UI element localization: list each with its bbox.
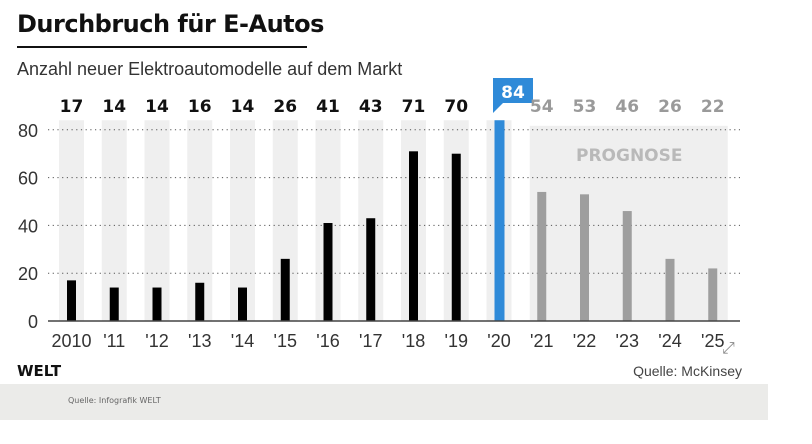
bar bbox=[494, 120, 505, 322]
x-tick-label: '13 bbox=[188, 331, 211, 351]
x-tick-label: '12 bbox=[145, 331, 168, 351]
x-tick-label: '20 bbox=[487, 331, 510, 351]
x-tick-label: '11 bbox=[103, 331, 125, 351]
forecast-label: PROGNOSE bbox=[576, 146, 683, 166]
welt-logo: WELT bbox=[17, 362, 62, 380]
bar bbox=[537, 191, 547, 321]
data-label: 14 bbox=[231, 97, 255, 117]
data-label: 14 bbox=[102, 97, 126, 117]
bar bbox=[580, 194, 589, 321]
x-tick-label: '23 bbox=[616, 331, 639, 351]
highlight-flag bbox=[493, 78, 533, 113]
footer-bar: Quelle: Infografik WELT bbox=[0, 384, 768, 420]
bar bbox=[366, 218, 376, 321]
x-tick-label: '24 bbox=[658, 331, 681, 351]
chart-subtitle: Anzahl neuer Elektroautomodelle auf dem … bbox=[17, 59, 403, 79]
data-label: 46 bbox=[615, 97, 639, 117]
bar bbox=[665, 258, 675, 321]
bar bbox=[238, 287, 247, 321]
data-label: 22 bbox=[701, 97, 725, 117]
x-tick-label: '25 bbox=[701, 331, 724, 351]
x-tick-label: '18 bbox=[402, 331, 425, 351]
bar bbox=[152, 287, 162, 321]
data-label: 71 bbox=[402, 97, 426, 117]
data-label: 14 bbox=[145, 97, 169, 117]
data-label: 54 bbox=[530, 97, 554, 117]
y-tick-label: 80 bbox=[18, 121, 38, 141]
bar bbox=[451, 153, 461, 321]
x-tick-label: '15 bbox=[274, 331, 297, 351]
data-label: 16 bbox=[188, 97, 212, 117]
x-tick-label: '16 bbox=[316, 331, 339, 351]
bar bbox=[323, 223, 333, 321]
title-underline bbox=[17, 46, 307, 48]
x-tick-label: '21 bbox=[530, 331, 553, 351]
y-tick-label: 60 bbox=[18, 169, 38, 189]
y-tick-label: 0 bbox=[28, 312, 38, 332]
x-tick-label: '14 bbox=[231, 331, 254, 351]
bar bbox=[280, 258, 290, 321]
bar bbox=[67, 280, 76, 321]
bar bbox=[622, 211, 632, 321]
y-tick-label: 20 bbox=[18, 264, 38, 284]
data-label: 26 bbox=[658, 97, 682, 117]
data-label: 70 bbox=[444, 97, 468, 117]
data-label: 43 bbox=[359, 97, 383, 117]
chart-title: Durchbruch für E-Autos bbox=[17, 10, 324, 38]
x-tick-label: '19 bbox=[445, 331, 468, 351]
bar bbox=[109, 287, 119, 321]
x-tick-label: 2010 bbox=[51, 331, 91, 351]
bar bbox=[195, 282, 205, 321]
data-label: 26 bbox=[273, 97, 297, 117]
data-label: 17 bbox=[60, 97, 84, 117]
data-label: 84 bbox=[501, 83, 525, 103]
x-tick-label: '22 bbox=[573, 331, 596, 351]
y-tick-label: 40 bbox=[18, 216, 38, 236]
bar bbox=[409, 151, 418, 321]
source-text: Quelle: McKinsey bbox=[633, 363, 742, 379]
x-tick-label: '17 bbox=[359, 331, 382, 351]
credit-text: Quelle: Infografik WELT bbox=[68, 396, 161, 405]
data-label: 53 bbox=[573, 97, 597, 117]
expand-icon[interactable]: ⤢ bbox=[722, 338, 735, 357]
bar bbox=[708, 268, 718, 321]
data-label: 41 bbox=[316, 97, 340, 117]
